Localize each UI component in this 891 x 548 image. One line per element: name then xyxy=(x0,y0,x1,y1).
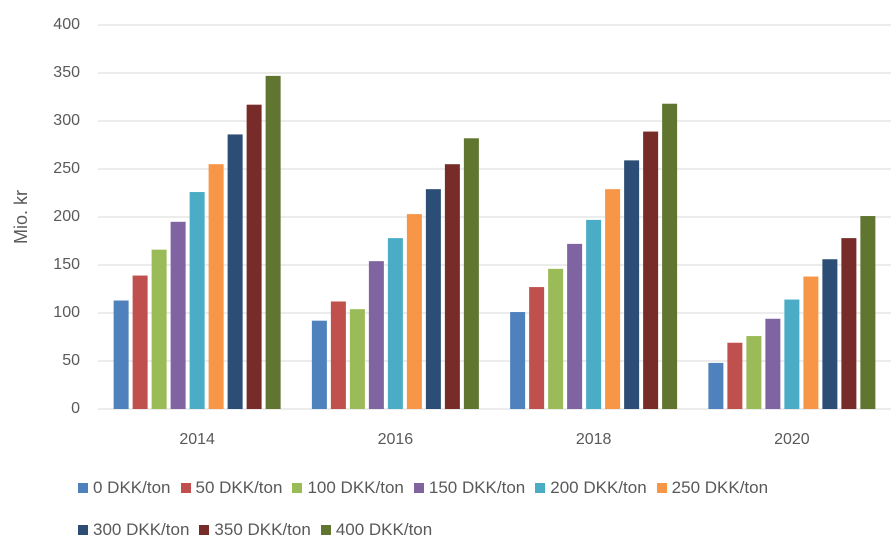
bar xyxy=(265,75,281,409)
bar xyxy=(349,309,365,409)
legend-swatch xyxy=(413,483,424,493)
bar xyxy=(708,362,724,409)
bar xyxy=(548,268,564,409)
x-tick-label: 2014 xyxy=(179,431,215,448)
x-tick-label: 2020 xyxy=(774,431,810,448)
bar xyxy=(510,312,526,409)
bar xyxy=(803,276,819,409)
bar xyxy=(643,131,659,409)
y-axis-label: Mio. kr xyxy=(11,190,31,244)
bar xyxy=(746,336,762,409)
chart: Mio. kr 0 50 100 150 200 250 300 350 400 2014 2016… xyxy=(11,16,891,448)
y-tick-label: 350 xyxy=(53,64,80,81)
bar xyxy=(151,249,167,409)
bar xyxy=(330,301,346,409)
legend-label: 200 DKK/ton xyxy=(550,478,647,497)
y-tick-label: 50 xyxy=(62,352,80,369)
bar xyxy=(227,134,243,409)
legend-label: 250 DKK/ton xyxy=(671,478,769,497)
legend-label: 350 DKK/ton xyxy=(214,520,311,539)
bar xyxy=(368,261,384,409)
legend-label: 150 DKK/ton xyxy=(428,478,526,497)
bar xyxy=(567,243,583,409)
bar xyxy=(822,259,838,409)
legend-swatch xyxy=(320,525,331,535)
y-tick-label: 300 xyxy=(53,112,80,129)
y-tick-label: 400 xyxy=(53,16,80,33)
bar xyxy=(624,160,640,409)
bar xyxy=(406,214,422,409)
x-tick-label: 2018 xyxy=(576,431,612,448)
bar xyxy=(463,138,479,409)
bar xyxy=(387,238,403,409)
bar xyxy=(662,103,678,409)
legend-item: 300 DKK/ton xyxy=(78,520,189,540)
y-tick-label: 200 xyxy=(53,208,80,225)
bar xyxy=(246,104,262,410)
bar xyxy=(132,275,148,409)
bar xyxy=(605,189,621,409)
legend-swatch xyxy=(78,525,88,535)
legend-swatch xyxy=(199,525,210,535)
legend-item: 400 DKK/ton xyxy=(320,520,433,540)
legend-item: 250 DKK/ton xyxy=(656,478,769,498)
legend-item: 350 DKK/ton xyxy=(199,520,311,540)
legend-item: 200 DKK/ton xyxy=(535,478,647,498)
legend-label: 50 DKK/ton xyxy=(195,478,283,497)
legend-swatch xyxy=(292,483,303,493)
y-tick-label: 250 xyxy=(53,160,80,177)
bar xyxy=(765,318,781,409)
bar xyxy=(860,216,876,409)
legend-item: 100 DKK/ton xyxy=(292,478,404,498)
bar xyxy=(727,342,743,409)
y-tick-label: 100 xyxy=(53,304,80,321)
legend-swatch xyxy=(656,483,667,493)
x-tick-label: 2016 xyxy=(378,431,414,448)
bar xyxy=(189,192,205,409)
legend-label: 400 DKK/ton xyxy=(335,520,433,539)
legend: 0 DKK/ton 50 DKK/ton 100 DKK/ton 150 DKK/to… xyxy=(78,478,868,540)
legend-label: 100 DKK/ton xyxy=(307,478,404,497)
bar xyxy=(784,299,800,409)
legend-swatch xyxy=(180,483,191,493)
y-tick-label: 150 xyxy=(53,256,80,273)
legend-item: 150 DKK/ton xyxy=(413,478,526,498)
bar xyxy=(444,164,460,409)
y-tick-label: 0 xyxy=(71,400,80,417)
legend-label: 0 DKK/ton xyxy=(93,478,171,497)
legend-label: 300 DKK/ton xyxy=(93,520,190,539)
bar xyxy=(425,189,441,409)
bar xyxy=(311,320,327,409)
bar xyxy=(586,219,602,409)
legend-swatch xyxy=(535,483,546,493)
bar xyxy=(529,287,545,409)
legend-swatch xyxy=(78,483,88,493)
bar xyxy=(208,164,224,409)
legend-item: 50 DKK/ton xyxy=(180,478,283,498)
bar xyxy=(170,221,186,409)
legend-item: 0 DKK/ton xyxy=(78,478,171,498)
bar xyxy=(113,300,129,409)
bar xyxy=(841,238,857,409)
